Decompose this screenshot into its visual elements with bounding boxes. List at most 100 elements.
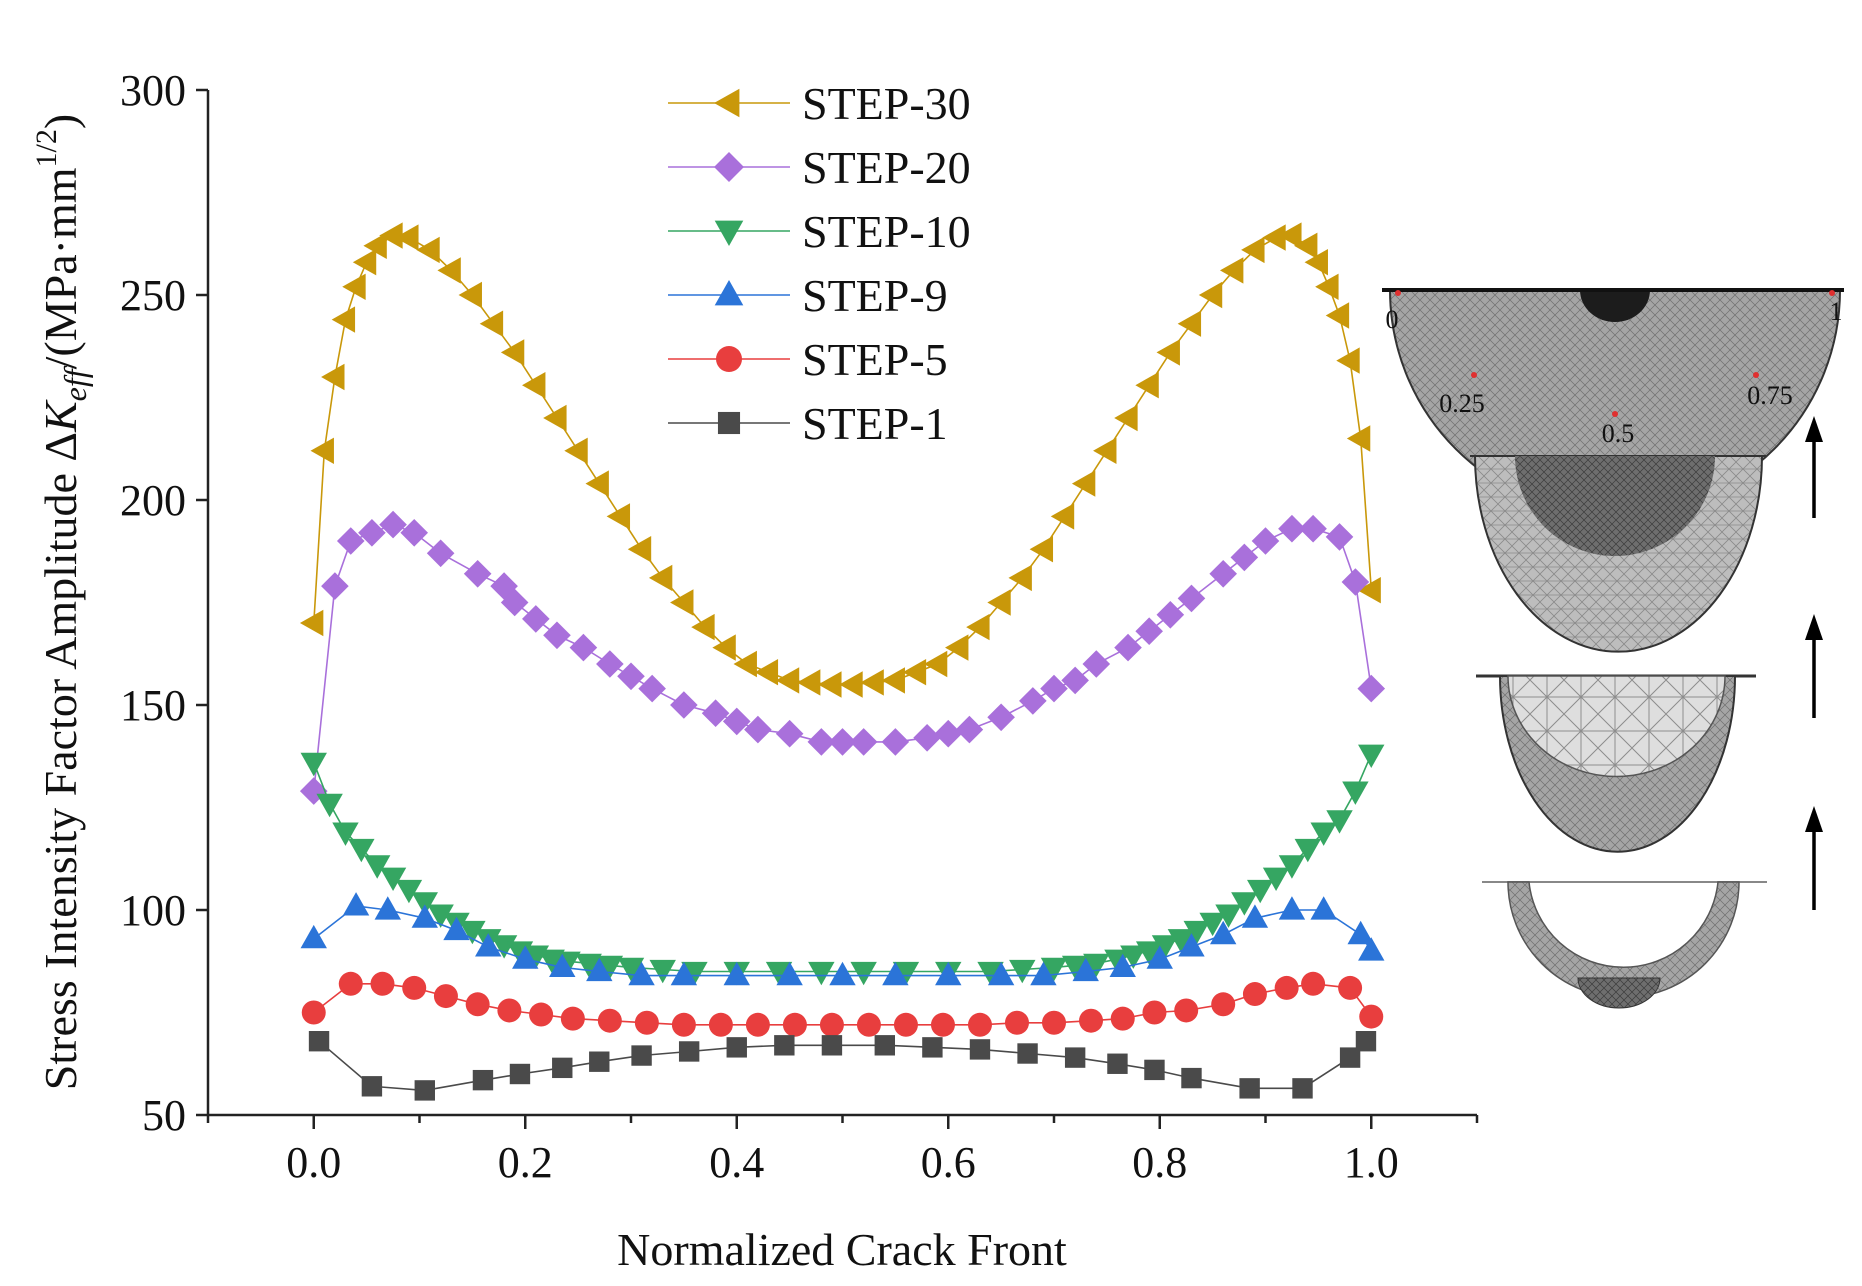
data-point [509, 1063, 531, 1085]
legend-label: STEP-20 [802, 142, 971, 193]
y-axis-ticks: 50 100 150 200 250 300 [120, 66, 208, 1140]
data-point [892, 961, 920, 986]
data-point [1114, 633, 1142, 662]
data-point [472, 1069, 494, 1091]
plot-axes: 50 100 150 200 250 300 0.0 0.2 0.4 0.6 0.8 1.0 [120, 66, 1479, 1187]
data-point [1061, 666, 1089, 695]
data-point [1114, 404, 1138, 432]
y-axis-title-unit-exp: 1/2 [30, 129, 63, 167]
y-tick-label: 50 [142, 1091, 186, 1140]
data-point [1178, 933, 1205, 957]
data-point [733, 650, 757, 678]
data-point [617, 957, 645, 982]
data-point [818, 671, 842, 698]
data-point [1120, 945, 1147, 969]
data-point [670, 961, 698, 986]
data-point [1135, 941, 1163, 965]
data-point [458, 281, 482, 309]
data-point [691, 613, 715, 641]
data-point [850, 961, 877, 986]
data-point [945, 634, 969, 661]
data-point [370, 971, 395, 996]
data-point [416, 236, 440, 264]
data-point [336, 527, 365, 555]
data-point [807, 728, 836, 756]
data-point [860, 669, 884, 696]
legend-item: STEP-9 [668, 270, 948, 321]
data-point [638, 674, 666, 703]
data-point [808, 961, 835, 986]
data-point [1315, 273, 1339, 300]
data-point [301, 1000, 326, 1025]
data-point [1135, 617, 1163, 645]
data-point [1209, 560, 1237, 588]
data-point [1299, 514, 1327, 543]
data-point [671, 1012, 696, 1037]
data-point [1181, 1067, 1202, 1089]
data-point [308, 1031, 330, 1052]
data-point [585, 470, 609, 497]
data-point [935, 961, 962, 986]
data-point [708, 1012, 733, 1037]
data-point [670, 589, 694, 616]
data-point [617, 662, 645, 691]
series-step-10 [300, 744, 1385, 986]
data-point [300, 924, 327, 949]
series-step-9 [300, 892, 1385, 986]
data-point [1294, 232, 1318, 259]
data-point [744, 715, 772, 744]
data-point [597, 1008, 622, 1033]
data-point [379, 222, 403, 249]
data-point [463, 560, 492, 588]
data-point [475, 933, 502, 957]
legend-marker [716, 346, 742, 372]
data-point [426, 539, 455, 568]
inset-label-0: 0 [1386, 305, 1399, 334]
y-axis-title: Stress Intensity Factor Amplitude ΔKeff/… [30, 114, 93, 1090]
data-point [1008, 564, 1032, 592]
data-point [723, 961, 750, 986]
x-tick-label: 0.0 [286, 1138, 341, 1187]
data-point [1292, 1078, 1313, 1099]
data-point [1278, 222, 1302, 249]
x-axis-title: Normalized Crack Front [617, 1224, 1067, 1275]
data-point [411, 892, 438, 916]
data-point [1030, 961, 1057, 986]
data-point [348, 838, 375, 863]
data-point [987, 703, 1015, 732]
data-point [1239, 1078, 1260, 1099]
data-point [1198, 281, 1223, 309]
data-point [596, 955, 624, 980]
data-point [479, 310, 504, 337]
data-point [1151, 935, 1179, 959]
data-point [364, 855, 391, 879]
data-point [352, 249, 377, 276]
data-point [775, 667, 800, 694]
data-point [1029, 536, 1054, 563]
data-point [300, 752, 327, 777]
data-point [1156, 339, 1180, 366]
data-point [1326, 810, 1353, 834]
data-point [560, 1006, 585, 1031]
data-point [1104, 949, 1131, 973]
legend-marker [714, 280, 744, 306]
legend: STEP-30 STEP-20 STEP-10 STEP-9 STEP-5 STEP-1 [668, 78, 971, 449]
growth-arrows [1805, 416, 1823, 910]
data-point [1347, 920, 1374, 945]
x-tick-label: 0.6 [921, 1138, 976, 1187]
data-point [543, 404, 567, 432]
data-point [1241, 904, 1269, 928]
y-tick-label: 300 [120, 66, 186, 115]
data-point [1310, 822, 1337, 846]
y-axis-title-unit-open: /(MPa·mm [35, 167, 86, 369]
data-point [634, 1010, 659, 1035]
data-point [819, 1012, 844, 1037]
data-point [1325, 302, 1350, 329]
data-point [437, 257, 461, 284]
series-layer [299, 222, 1386, 1101]
data-point [1358, 937, 1385, 961]
data-point [726, 1037, 747, 1058]
legend-item: STEP-1 [668, 398, 948, 449]
data-point [1004, 1010, 1029, 1035]
